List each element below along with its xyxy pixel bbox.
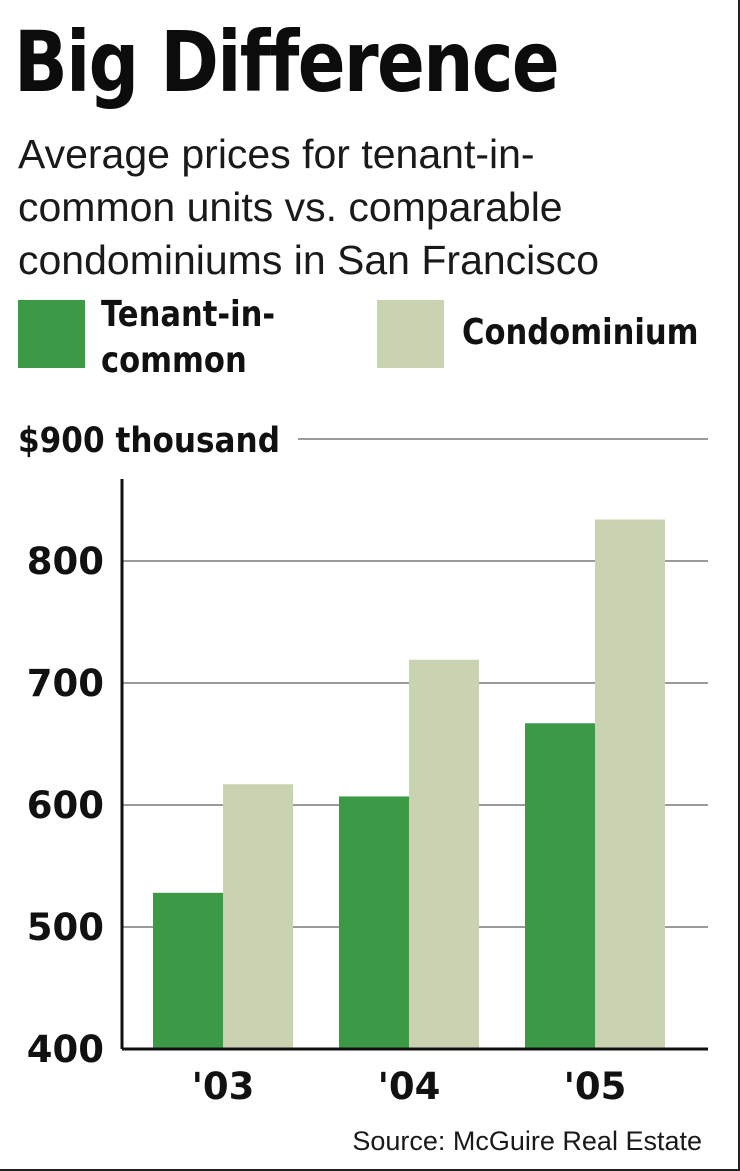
legend-swatch-condominium: [377, 300, 444, 368]
legend-swatch-tenant-in-common: [18, 300, 85, 368]
bar-condominium: [223, 784, 293, 1049]
legend-label-line: Tenant-in-: [101, 294, 276, 335]
legend-label-tenant-in-common: Tenant-in- common: [101, 292, 275, 384]
y-tick-label: 500: [27, 906, 104, 949]
subtitle-line: common units vs. comparable: [18, 184, 563, 230]
bar-tenant-in-common: [339, 796, 409, 1049]
chart-title: Big Difference: [14, 13, 560, 111]
y-tick-label: 600: [27, 784, 104, 827]
y-tick-label: $900 thousand: [18, 421, 280, 461]
subtitle-line: condominiums in San Francisco: [18, 237, 600, 283]
bar-tenant-in-common: [153, 892, 223, 1049]
tick-labels: 400 500 600 700 800 $900 thousand '03 '04 '05: [18, 421, 626, 1108]
chart-subtitle: Average prices for tenant-in- common uni…: [18, 128, 728, 287]
bar-condominium: [595, 519, 665, 1049]
bar-condominium: [409, 659, 479, 1049]
x-tick-label: '04: [378, 1065, 441, 1108]
x-tick-label: '05: [564, 1065, 627, 1108]
axes: [120, 479, 708, 1051]
bars: [153, 519, 665, 1049]
legend-label-line: common: [101, 340, 247, 381]
bar-tenant-in-common: [525, 723, 595, 1049]
source-note: Source: McGuire Real Estate: [352, 1126, 702, 1156]
y-tick-label: 700: [27, 662, 104, 705]
y-tick-label: 800: [27, 540, 104, 583]
subtitle-line: Average prices for tenant-in-: [18, 131, 535, 177]
y-tick-label: 400: [27, 1028, 104, 1071]
legend-label-condominium: Condominium: [462, 312, 699, 353]
x-tick-label: '03: [192, 1065, 255, 1108]
